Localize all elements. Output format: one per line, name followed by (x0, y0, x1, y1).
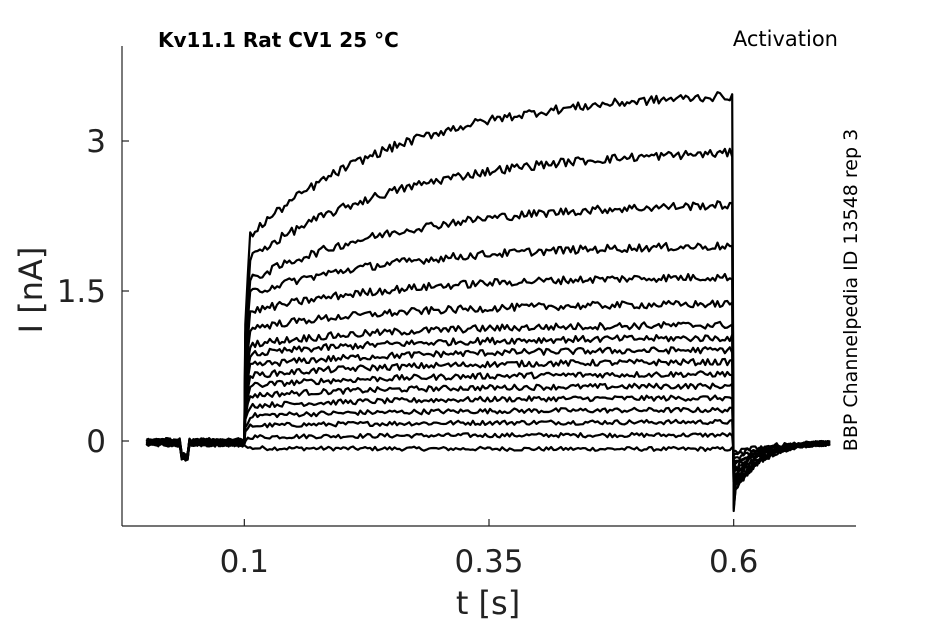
y-tick-label: 1.5 (57, 274, 106, 310)
x-tick-label: 0.1 (220, 544, 269, 580)
x-axis-label: t [s] (456, 584, 520, 622)
y-tick-group: 01.53 (57, 124, 129, 460)
x-tick-label: 0.35 (454, 544, 523, 580)
current-trace (145, 431, 831, 460)
current-trace (145, 394, 831, 469)
x-tick-group: 0.1 0.35 0.6 (220, 519, 758, 580)
y-tick-label: 3 (86, 124, 106, 160)
y-tick-label: 0 (86, 424, 106, 460)
current-trace (146, 91, 831, 513)
y-axis-label: I [nA] (12, 247, 50, 334)
protocol-label: Activation (733, 27, 838, 51)
trace-group (145, 91, 831, 513)
chart-title: Kv11.1 Rat CV1 25 °C (158, 28, 399, 52)
x-tick-label: 0.6 (709, 544, 758, 580)
source-label: BBP Channelpedia ID 13548 rep 3 (840, 129, 862, 451)
current-trace (146, 418, 831, 461)
current-trace (145, 440, 831, 462)
